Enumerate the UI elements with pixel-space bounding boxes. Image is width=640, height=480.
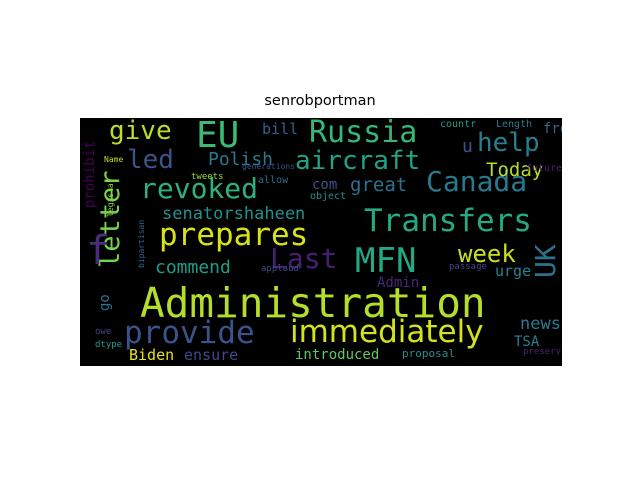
- figure-title: senrobportman: [264, 93, 376, 109]
- word-cloud-word: TSA: [514, 334, 540, 350]
- word-cloud-word: commend: [155, 257, 231, 278]
- word-cloud-word: provide: [124, 315, 255, 351]
- word-cloud-word: Length: [496, 119, 533, 130]
- word-cloud-word: countr: [440, 119, 477, 130]
- word-cloud-word: com: [312, 177, 338, 193]
- word-cloud-word: Transfers: [364, 203, 532, 239]
- word-cloud-word: Today: [486, 159, 544, 181]
- word-cloud-word: bill: [262, 120, 299, 138]
- word-cloud-word: allow: [258, 175, 289, 186]
- word-cloud-word: Russia: [309, 118, 418, 150]
- word-cloud-word: generations: [242, 162, 295, 171]
- word-cloud-word: give: [109, 118, 172, 146]
- word-cloud-word: prepares: [159, 217, 309, 253]
- word-cloud-word: Admin: [377, 275, 420, 291]
- word-cloud-word: urge: [495, 262, 532, 280]
- word-cloud-word: MFN: [355, 241, 417, 281]
- word-cloud-word: introduced: [295, 347, 380, 363]
- word-cloud-word: Name: [104, 155, 124, 164]
- word-cloud-word: Canada: [426, 165, 528, 198]
- word-cloud-word: week: [458, 240, 516, 268]
- word-cloud-word: object: [310, 191, 347, 202]
- word-cloud-word: UK: [529, 244, 562, 278]
- word-cloud-word: go: [97, 294, 113, 311]
- word-cloud-word: f: [86, 228, 111, 274]
- word-cloud-word: passage: [449, 262, 487, 272]
- word-cloud-word: bipartisan: [137, 219, 146, 268]
- word-cloud: Administration immediately Transfers pre…: [80, 118, 562, 366]
- word-cloud-word: led: [127, 145, 174, 175]
- word-cloud-word: future: [526, 163, 562, 174]
- word-cloud-word: u: [462, 136, 473, 157]
- word-cloud-word: immediately: [290, 314, 484, 350]
- word-cloud-word: ensure: [184, 346, 239, 364]
- word-cloud-word: prohibit: [82, 140, 98, 208]
- word-cloud-word: proposal: [402, 347, 455, 360]
- word-cloud-word: tweets: [191, 172, 224, 182]
- word-cloud-word: great: [350, 174, 408, 196]
- word-cloud-word: owe: [95, 327, 112, 337]
- word-cloud-word: legisla: [106, 183, 115, 217]
- word-cloud-word: Last: [270, 242, 338, 275]
- word-cloud-word: applaud: [261, 264, 299, 274]
- word-cloud-word: Polish: [208, 149, 274, 170]
- word-cloud-word: aircraft: [295, 146, 421, 176]
- word-cloud-word: Biden: [129, 346, 175, 364]
- word-cloud-word: preserv: [523, 347, 561, 357]
- word-cloud-word: revoked: [140, 172, 259, 205]
- word-cloud-word: EU: [196, 118, 240, 156]
- word-cloud-word: news: [520, 314, 561, 334]
- word-cloud-word: senatorshaheen: [162, 204, 306, 224]
- word-cloud-word: fro: [543, 121, 562, 137]
- word-cloud-word: dtype: [95, 340, 123, 350]
- word-cloud-word: Administration: [140, 279, 486, 327]
- word-cloud-word: help: [477, 128, 540, 158]
